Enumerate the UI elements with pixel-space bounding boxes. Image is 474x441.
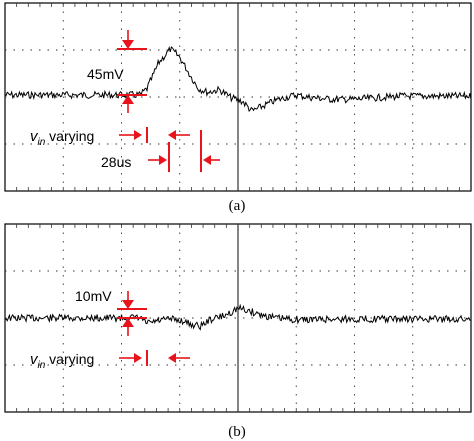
scope-panel-a: 45mV vin varying 28us (4, 2, 472, 192)
amp-label-b: 10mV (75, 288, 112, 304)
vin-arrow-head (134, 130, 142, 140)
panel-b-annotations (117, 291, 190, 366)
vin-left-arrow-head-b (168, 353, 176, 363)
vin-label-b-rest: varying (45, 351, 94, 367)
vin-label-a-rest: varying (45, 128, 94, 144)
vin-label-a-sub: in (38, 137, 46, 148)
panel-a-annotations (117, 30, 220, 172)
amp-arrow-bottom-head (122, 95, 134, 104)
vin-arrow-head-b (134, 353, 142, 363)
scope-panel-b: 10mV vin varying (4, 223, 472, 413)
caption-a: (a) (229, 198, 246, 214)
vin-label-b-sub: in (38, 360, 46, 371)
time-label-a: 28us (101, 154, 131, 170)
vin-label-a-v: v (30, 128, 39, 145)
vin-label-b-v: v (30, 351, 39, 368)
amp-label-a: 45mV (87, 66, 124, 82)
caption-b: (b) (228, 424, 246, 440)
vin-label-b: vin varying (30, 351, 94, 371)
amp-arrow-bottom-head-b (122, 318, 134, 327)
vin-left-arrow-head (168, 130, 176, 140)
vin-label-a: vin varying (30, 128, 94, 148)
amp-arrow-top-head-b (122, 300, 134, 309)
panel-a-trace (4, 45, 472, 113)
amp-arrow-top-head (122, 40, 134, 49)
time-arrow-head (159, 155, 167, 165)
panel-b-trace (4, 303, 472, 331)
time-arrow-head-right (203, 155, 211, 165)
